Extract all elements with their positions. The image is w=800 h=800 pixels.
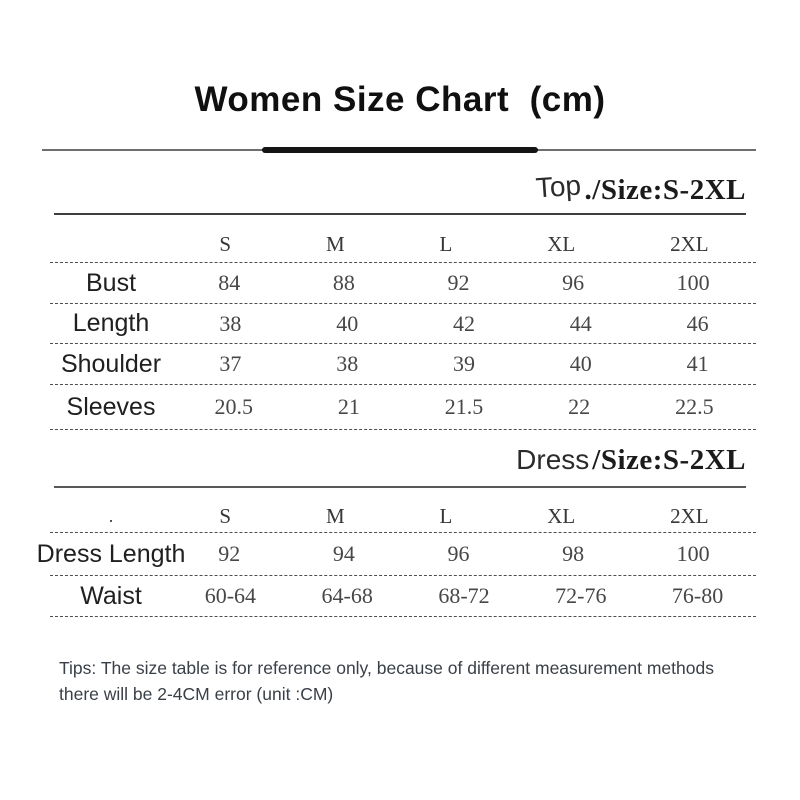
row-label-shoulder: Shoulder — [60, 349, 162, 378]
section-heading-top-suffix: ./Size:S-2XL — [584, 174, 746, 206]
column-header-s: S — [219, 232, 232, 256]
cell-value: 37 — [219, 351, 242, 376]
cell-value: 42 — [452, 310, 475, 336]
cell-value: 98 — [562, 541, 585, 566]
cell-value: 84 — [218, 270, 241, 295]
cell-value: 100 — [676, 270, 710, 295]
section-heading-top: Top./Size:S-2XL — [535, 169, 746, 207]
cell-value: 44 — [569, 310, 592, 336]
header-corner-cell: . — [108, 505, 114, 526]
section-heading-dress: Dress/Size:S-2XL — [516, 444, 746, 477]
table-header-row: . S M L XL 2XL — [50, 500, 756, 533]
cell-value: 96 — [447, 541, 470, 566]
cell-value: 92 — [218, 541, 241, 566]
size-table-top: S M L XL 2XL Bust 84 88 92 96 100 Length… — [50, 227, 756, 430]
section-heading-dress-prefix: Dress — [516, 444, 590, 475]
cell-value: 38 — [336, 351, 359, 376]
table-row-sleeves: Sleeves 20.5 21 21.5 22 22.5 — [50, 385, 756, 430]
column-header-2xl: 2XL — [670, 232, 709, 256]
table-row-waist: Waist 60-64 64-68 68-72 72-76 76-80 — [50, 576, 756, 617]
tips-note: Tips: The size table is for reference on… — [59, 655, 759, 707]
column-header-xl: XL — [547, 503, 576, 528]
row-label-sleeves: Sleeves — [66, 392, 156, 421]
cell-value: 64-68 — [321, 583, 373, 608]
cell-value: 21.5 — [444, 394, 484, 419]
column-header-s: S — [219, 503, 232, 528]
section-rule-top — [54, 213, 746, 215]
cell-value: 39 — [452, 351, 475, 376]
column-header-l: L — [439, 232, 453, 256]
column-header-l: L — [439, 503, 453, 528]
cell-value: 41 — [686, 351, 709, 376]
table-row-dress-length: Dress Length 92 94 96 98 100 — [36, 533, 756, 576]
cell-value: 46 — [686, 310, 709, 336]
tips-line-2: there will be 2-4CM error (unit :CM) — [59, 684, 334, 704]
cell-value: 22 — [568, 394, 591, 419]
row-label-bust: Bust — [85, 268, 137, 297]
cell-value: 38 — [219, 310, 242, 336]
cell-value: 92 — [447, 270, 470, 295]
cell-value: 72-76 — [555, 583, 607, 608]
section-heading-top-prefix: Top — [535, 169, 583, 204]
table-header-row: S M L XL 2XL — [50, 227, 756, 263]
table-row-length: Length 38 40 42 44 46 — [50, 304, 756, 344]
cell-value: 68-72 — [438, 583, 490, 608]
size-table-dress: . S M L XL 2XL Dress Length 92 94 96 98 … — [36, 500, 756, 617]
row-label-length: Length — [72, 309, 150, 337]
table-row-shoulder: Shoulder 37 38 39 40 41 — [50, 344, 756, 385]
title-separator-thick-line — [262, 147, 538, 153]
cell-value: 40 — [336, 310, 359, 336]
column-header-m: M — [325, 232, 345, 256]
cell-value: 40 — [569, 351, 592, 376]
column-header-xl: XL — [547, 232, 576, 256]
cell-value: 20.5 — [214, 394, 253, 419]
cell-value: 100 — [676, 541, 710, 566]
section-rule-dress — [54, 486, 746, 488]
cell-value: 76-80 — [671, 583, 724, 608]
cell-value: 60-64 — [204, 583, 257, 608]
page-title: Women Size Chart (cm) — [194, 80, 606, 119]
cell-value: 22.5 — [675, 394, 714, 419]
tips-line-1: Tips: The size table is for reference on… — [59, 658, 714, 678]
cell-value: 96 — [562, 270, 585, 295]
row-label-waist: Waist — [80, 581, 142, 610]
table-row-bust: Bust 84 88 92 96 100 — [50, 263, 756, 304]
cell-value: 88 — [332, 270, 355, 295]
row-label-dress-length: Dress Length — [36, 539, 186, 568]
cell-value: 21 — [337, 394, 360, 419]
column-header-2xl: 2XL — [670, 503, 709, 528]
section-heading-dress-suffix: /Size:S-2XL — [592, 444, 746, 476]
column-header-m: M — [325, 503, 345, 528]
cell-value: 94 — [332, 541, 355, 566]
